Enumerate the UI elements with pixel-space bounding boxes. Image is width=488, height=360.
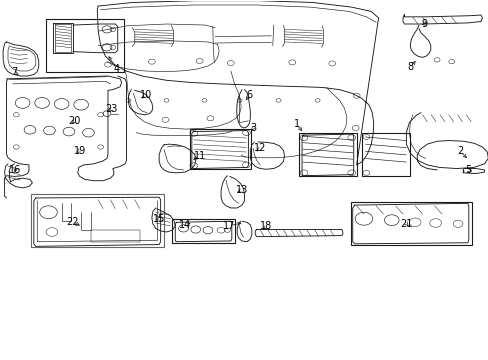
Text: 17: 17 (222, 221, 235, 231)
Bar (299, 133, 356, 176)
Text: 9: 9 (421, 19, 427, 29)
Text: 16: 16 (9, 165, 21, 175)
Text: 20: 20 (68, 116, 81, 126)
Text: 11: 11 (193, 150, 205, 161)
Bar (172, 220, 234, 243)
Text: 14: 14 (179, 220, 191, 230)
Text: 6: 6 (246, 90, 252, 100)
Text: 12: 12 (253, 143, 266, 153)
Text: 10: 10 (140, 90, 152, 100)
Bar (189, 129, 250, 169)
Text: 5: 5 (464, 165, 470, 175)
Bar (45, 19, 123, 72)
Bar (361, 133, 409, 176)
Text: 1: 1 (293, 120, 299, 129)
Text: 19: 19 (73, 145, 85, 156)
Text: 4: 4 (113, 64, 120, 74)
Text: 8: 8 (407, 62, 412, 72)
Text: 7: 7 (11, 67, 18, 77)
Text: 18: 18 (260, 221, 272, 231)
Bar (91, 230, 140, 242)
Text: 22: 22 (66, 217, 79, 227)
Text: 15: 15 (153, 215, 165, 224)
Bar (31, 194, 163, 247)
Text: 21: 21 (399, 219, 412, 229)
Text: 13: 13 (235, 185, 248, 195)
Text: 3: 3 (250, 123, 256, 133)
Text: 23: 23 (105, 104, 118, 114)
Bar (350, 202, 471, 244)
Text: 2: 2 (456, 146, 463, 156)
